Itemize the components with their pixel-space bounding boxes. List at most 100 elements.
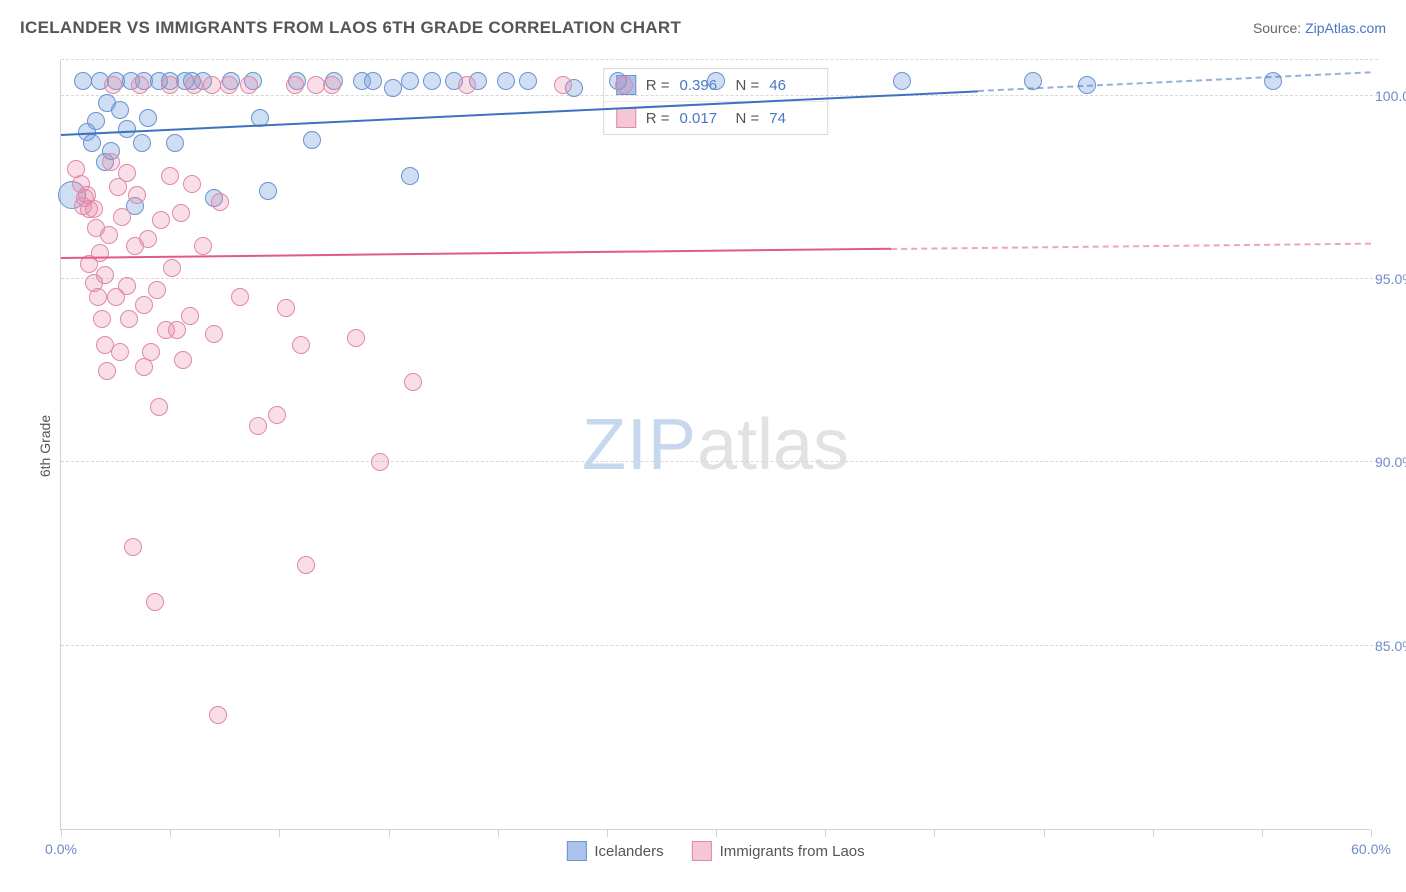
data-point <box>240 76 258 94</box>
data-point <box>113 208 131 226</box>
data-point <box>303 131 321 149</box>
data-point <box>181 307 199 325</box>
data-point <box>183 175 201 193</box>
data-point <box>96 266 114 284</box>
watermark-part1: ZIP <box>582 405 697 485</box>
data-point <box>458 76 476 94</box>
data-point <box>497 72 515 90</box>
data-point <box>87 112 105 130</box>
data-point <box>519 72 537 90</box>
x-tick <box>389 829 390 837</box>
data-point <box>161 167 179 185</box>
r-label: R = <box>646 110 670 127</box>
data-point <box>161 76 179 94</box>
data-point <box>203 76 221 94</box>
y-tick-label: 85.0% <box>1375 638 1406 654</box>
data-point <box>364 72 382 90</box>
r-label: R = <box>646 77 670 94</box>
data-point <box>401 72 419 90</box>
x-tick <box>1044 829 1045 837</box>
x-tick <box>825 829 826 837</box>
data-point <box>249 417 267 435</box>
y-tick-label: 90.0% <box>1375 454 1406 470</box>
data-point <box>133 134 151 152</box>
scatter-chart: ZIPatlas R = 0.396 N = 46 R = 0.017 N = … <box>60 60 1370 830</box>
data-point <box>323 76 341 94</box>
gridline <box>61 59 1378 60</box>
data-point <box>135 296 153 314</box>
data-point <box>211 193 229 211</box>
data-point <box>205 325 223 343</box>
source-prefix: Source: <box>1253 20 1305 36</box>
data-point <box>174 351 192 369</box>
data-point <box>554 76 572 94</box>
n-label: N = <box>736 77 760 94</box>
x-tick <box>716 829 717 837</box>
gridline <box>61 645 1378 646</box>
series-name-0: Icelanders <box>594 843 663 860</box>
x-tick <box>607 829 608 837</box>
data-point <box>111 101 129 119</box>
n-value-0: 46 <box>769 77 815 94</box>
source-attribution: Source: ZipAtlas.com <box>1253 20 1386 36</box>
data-point <box>166 134 184 152</box>
data-point <box>268 406 286 424</box>
data-point <box>124 538 142 556</box>
x-tick <box>279 829 280 837</box>
data-point <box>423 72 441 90</box>
trendline <box>61 248 891 259</box>
gridline <box>61 461 1378 462</box>
x-tick <box>1262 829 1263 837</box>
x-tick-label: 0.0% <box>45 841 77 857</box>
data-point <box>91 244 109 262</box>
data-point <box>707 72 725 90</box>
gridline <box>61 278 1378 279</box>
trendline <box>61 90 978 136</box>
data-point <box>120 310 138 328</box>
watermark: ZIPatlas <box>582 404 849 486</box>
legend-item-1: Immigrants from Laos <box>692 841 865 861</box>
n-label: N = <box>736 110 760 127</box>
data-point <box>118 164 136 182</box>
data-point <box>615 76 633 94</box>
data-point <box>231 288 249 306</box>
chart-title: ICELANDER VS IMMIGRANTS FROM LAOS 6TH GR… <box>20 18 681 38</box>
data-point <box>404 373 422 391</box>
n-value-1: 74 <box>769 110 815 127</box>
data-point <box>148 281 166 299</box>
data-point <box>139 109 157 127</box>
data-point <box>220 76 238 94</box>
data-point <box>118 277 136 295</box>
data-point <box>74 72 92 90</box>
x-tick <box>170 829 171 837</box>
data-point <box>371 453 389 471</box>
legend-bottom-swatch-0 <box>566 841 586 861</box>
data-point <box>292 336 310 354</box>
data-point <box>98 362 116 380</box>
data-point <box>131 76 149 94</box>
x-tick <box>1153 829 1154 837</box>
data-point <box>893 72 911 90</box>
data-point <box>168 321 186 339</box>
data-point <box>100 226 118 244</box>
series-name-1: Immigrants from Laos <box>720 843 865 860</box>
x-tick <box>61 829 62 837</box>
data-point <box>93 310 111 328</box>
chart-header: ICELANDER VS IMMIGRANTS FROM LAOS 6TH GR… <box>20 18 1386 38</box>
data-point <box>146 593 164 611</box>
data-point <box>85 200 103 218</box>
gridline <box>61 95 1378 96</box>
y-tick-label: 95.0% <box>1375 271 1406 287</box>
data-point <box>128 186 146 204</box>
data-point <box>286 76 304 94</box>
data-point <box>384 79 402 97</box>
data-point <box>194 237 212 255</box>
data-point <box>185 76 203 94</box>
x-tick <box>1371 829 1372 837</box>
data-point <box>259 182 277 200</box>
data-point <box>401 167 419 185</box>
data-point <box>150 398 168 416</box>
x-tick-label: 60.0% <box>1351 841 1391 857</box>
source-link[interactable]: ZipAtlas.com <box>1305 20 1386 36</box>
data-point <box>209 706 227 724</box>
